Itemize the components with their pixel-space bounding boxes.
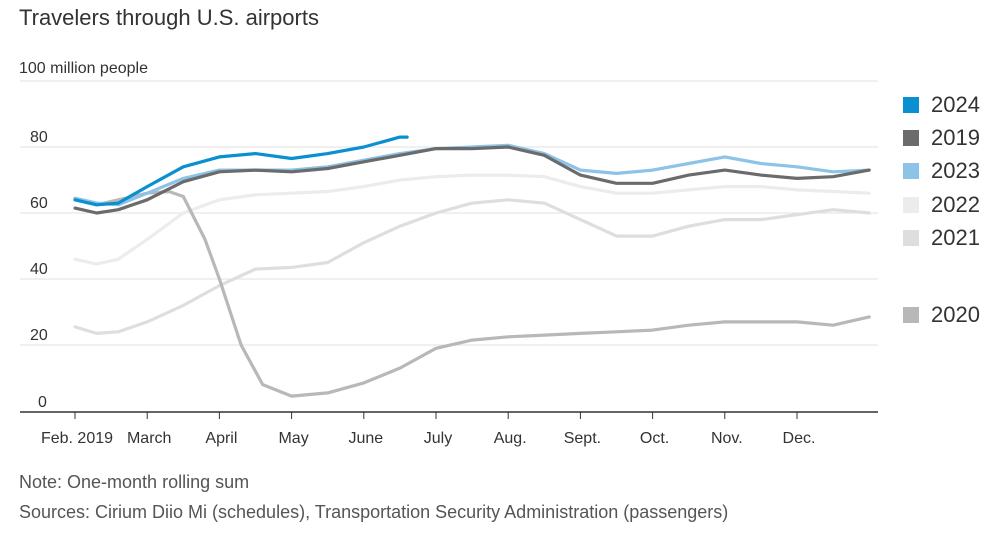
legend-label-2022: 2022 (931, 192, 980, 217)
legend-swatch-2024 (903, 97, 919, 113)
x-tick-label-6: Aug. (494, 430, 527, 447)
y-tick-label-60: 60 (30, 195, 48, 212)
x-tick-label-8: Oct. (640, 430, 669, 447)
legend-item-2021: 2021 (903, 225, 980, 251)
chart-title: Travelers through U.S. airports (19, 5, 319, 30)
legend-label-2021: 2021 (931, 225, 980, 250)
x-tick-label-3: May (278, 430, 308, 447)
x-tick-label-9: Nov. (711, 430, 743, 447)
series-line-2019 (73, 145, 871, 215)
series-line-2021 (73, 198, 871, 335)
x-tick-label-7: Sept. (564, 430, 601, 447)
legend-swatch-2020 (903, 307, 919, 323)
x-tick-label-10: Dec. (783, 430, 816, 447)
legend-label-2024: 2024 (931, 92, 980, 117)
x-tick-label-5: July (424, 430, 452, 447)
x-tick-label-0: Feb. 2019 (41, 430, 113, 447)
y-tick-label-80: 80 (30, 129, 48, 146)
legend-item-2020: 2020 (903, 302, 980, 328)
x-tick-label-2: April (205, 430, 237, 447)
y-tick-label-20: 20 (30, 327, 48, 344)
legend-item-2023: 2023 (903, 158, 980, 184)
legend-swatch-2023 (903, 163, 919, 179)
legend-swatch-2019 (903, 130, 919, 146)
y-tick-label-0: 0 (38, 394, 47, 411)
chart-sources: Sources: Cirium Diio Mi (schedules), Tra… (19, 502, 729, 522)
gridlines (20, 80, 878, 346)
legend-label-2020: 2020 (931, 302, 980, 327)
legend-item-2024: 2024 (903, 92, 980, 118)
legend-swatch-2022 (903, 197, 919, 213)
y-tick-label-40: 40 (30, 261, 48, 278)
series-line-2020 (73, 189, 871, 398)
y-tick-labels: 20 40 60 80 0 (30, 129, 48, 411)
x-tick-label-1: March (127, 430, 171, 447)
x-tick-label-4: June (348, 430, 383, 447)
legend-label-2023: 2023 (931, 158, 980, 183)
series-line-2022 (73, 173, 871, 266)
legend-item-2019: 2019 (903, 125, 980, 151)
x-axis: Feb. 2019 March April May June July Aug. Sept. O… (20, 411, 878, 447)
series-line-2024 (73, 135, 409, 207)
legend-item-2022: 2022 (903, 192, 980, 218)
series-lines (73, 135, 871, 398)
y-axis-unit-label: 100 million people (19, 60, 148, 77)
legend-swatch-2021 (903, 230, 919, 246)
chart-note: Note: One-month rolling sum (19, 472, 250, 492)
legend-label-2019: 2019 (931, 125, 980, 150)
